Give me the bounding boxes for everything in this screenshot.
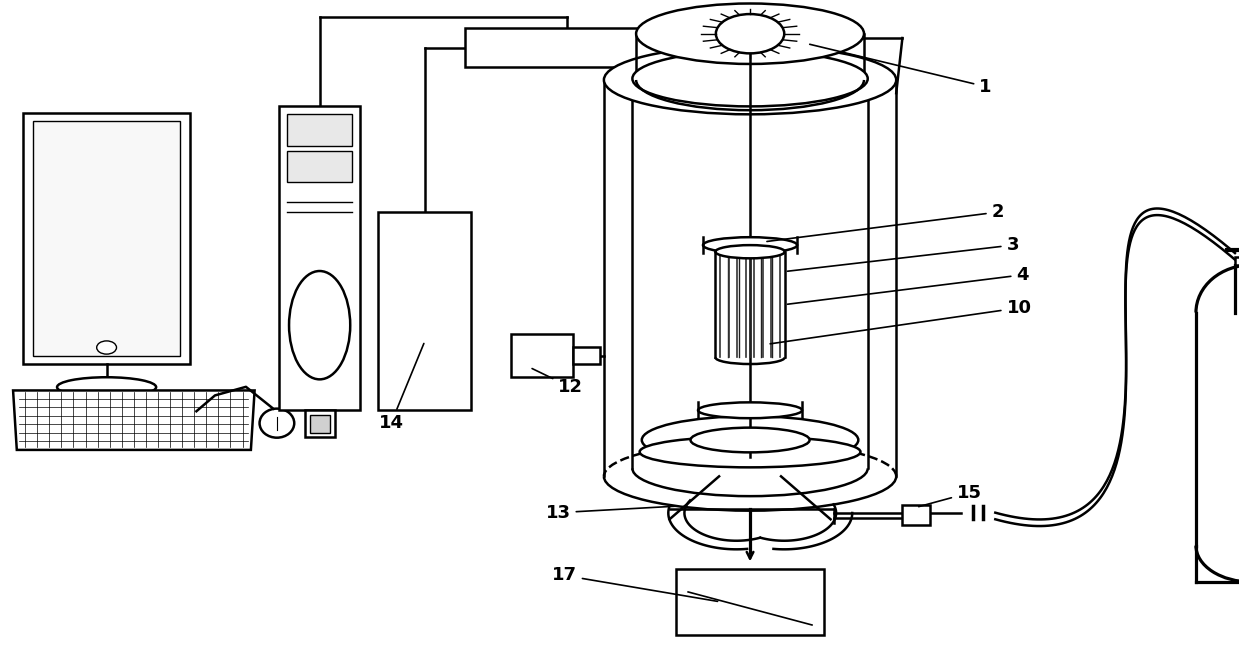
Ellipse shape bbox=[604, 46, 897, 115]
Ellipse shape bbox=[703, 237, 797, 253]
Text: 12: 12 bbox=[532, 369, 583, 396]
Ellipse shape bbox=[642, 416, 858, 464]
Bar bbox=[33, 121, 180, 356]
Text: 14: 14 bbox=[378, 344, 424, 432]
Ellipse shape bbox=[289, 271, 350, 379]
Text: 13: 13 bbox=[546, 504, 676, 522]
Bar bbox=[511, 334, 573, 377]
Bar bbox=[1235, 257, 1240, 265]
Bar bbox=[279, 107, 360, 410]
Ellipse shape bbox=[259, 408, 294, 438]
Ellipse shape bbox=[636, 3, 864, 64]
Ellipse shape bbox=[57, 377, 156, 397]
Bar bbox=[24, 113, 190, 364]
Text: 1: 1 bbox=[810, 44, 992, 95]
Bar bbox=[676, 569, 825, 635]
Polygon shape bbox=[14, 391, 254, 450]
Bar bbox=[378, 212, 471, 410]
Bar bbox=[903, 504, 930, 524]
Text: 3: 3 bbox=[787, 236, 1019, 271]
Ellipse shape bbox=[715, 245, 785, 258]
Text: 15: 15 bbox=[919, 484, 982, 506]
Ellipse shape bbox=[632, 51, 868, 107]
Bar bbox=[310, 415, 330, 434]
Bar bbox=[286, 151, 352, 182]
Bar bbox=[286, 115, 352, 146]
Text: 10: 10 bbox=[770, 299, 1032, 344]
Ellipse shape bbox=[691, 428, 810, 452]
Bar bbox=[305, 410, 335, 437]
Text: 4: 4 bbox=[787, 266, 1029, 305]
Ellipse shape bbox=[97, 341, 117, 354]
Bar bbox=[573, 347, 600, 364]
Text: 2: 2 bbox=[766, 203, 1004, 242]
Bar bbox=[465, 28, 670, 67]
Ellipse shape bbox=[698, 402, 802, 418]
Text: 17: 17 bbox=[552, 567, 718, 601]
Ellipse shape bbox=[715, 14, 784, 54]
Ellipse shape bbox=[640, 436, 861, 467]
